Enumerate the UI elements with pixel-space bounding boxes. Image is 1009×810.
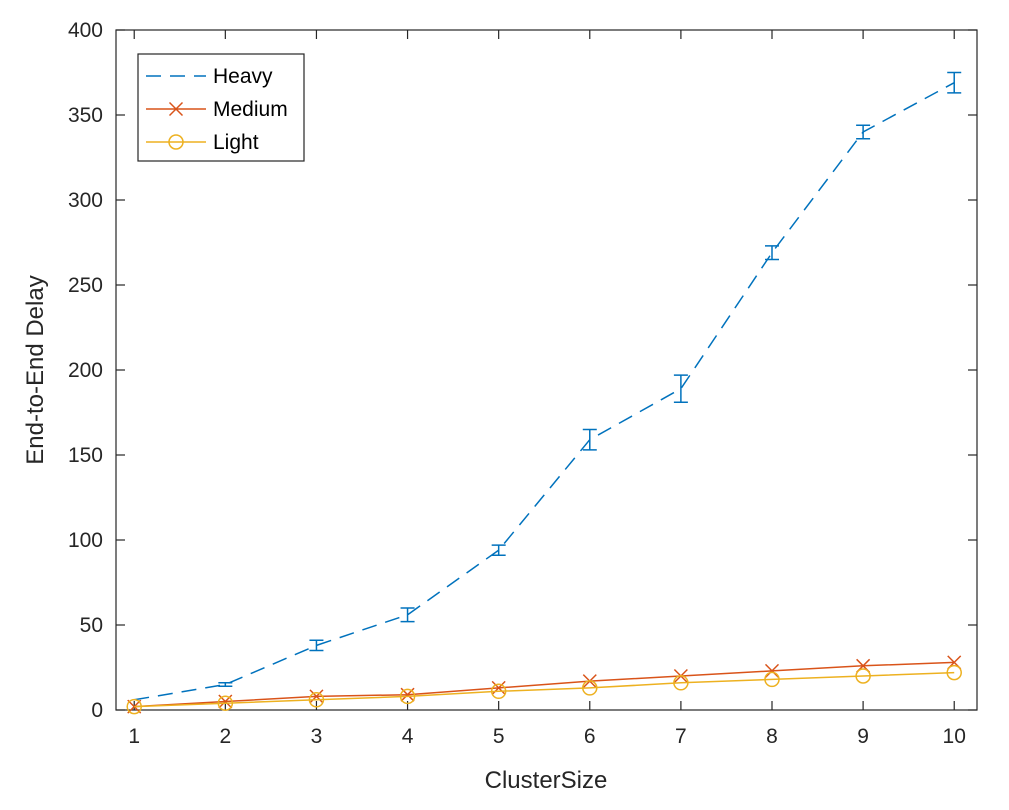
data-point-x-marker: [764, 663, 780, 678]
y-tick-label: 200: [68, 359, 103, 382]
error-bar: [673, 374, 688, 404]
x-axis-label: ClusterSize: [485, 767, 608, 794]
x-tick-label: 8: [766, 725, 778, 748]
y-tick-label: 300: [68, 189, 103, 212]
x-tick-label: 4: [402, 725, 414, 748]
y-tick-label: 250: [68, 274, 103, 297]
data-point-circle-marker: [308, 692, 325, 708]
data-point-circle-marker: [490, 683, 507, 700]
error-bar: [400, 607, 415, 623]
x-axis-ticks: 1 2 3 4 5 6 7 8 9 10: [128, 30, 966, 748]
data-point-circle-marker: [217, 695, 234, 711]
x-tick-label: 2: [219, 725, 231, 748]
data-point-circle-marker: [582, 680, 598, 696]
error-bar: [765, 245, 779, 261]
x-tick-label: 7: [675, 725, 687, 748]
y-axis-label: End-to-End Delay: [22, 275, 49, 464]
data-point-circle-marker: [764, 671, 780, 688]
x-tick-label: 9: [857, 725, 869, 748]
y-tick-label: 50: [80, 614, 103, 637]
error-bar: [309, 639, 324, 652]
series-layer: [126, 71, 962, 715]
x-tick-label: 10: [943, 725, 966, 748]
error-bar: [947, 71, 962, 94]
series-line: [134, 661, 955, 708]
data-point-circle-marker: [168, 134, 184, 150]
legend-label-light: Light: [213, 131, 259, 154]
series-line: [134, 671, 955, 708]
x-tick-label: 5: [493, 725, 505, 748]
error-bar: [856, 124, 871, 140]
legend-label-medium: Medium: [213, 98, 288, 121]
x-tick-label: 6: [584, 725, 596, 748]
y-tick-label: 100: [68, 529, 103, 552]
y-tick-label: 0: [91, 699, 103, 722]
legend: Heavy Medium Light: [137, 53, 305, 162]
series-line: [134, 82, 955, 701]
series-heavy: [134, 71, 962, 701]
y-tick-label: 350: [68, 104, 103, 127]
data-point-circle-marker: [946, 664, 962, 681]
data-point-circle-marker: [673, 675, 689, 691]
legend-box: [137, 53, 305, 162]
y-tick-label: 150: [68, 444, 103, 467]
data-point-x-marker: [127, 699, 142, 714]
data-point-x-marker: [168, 101, 184, 117]
series-light: [126, 664, 962, 715]
x-tick-label: 3: [311, 725, 323, 748]
x-tick-label: 1: [128, 725, 140, 748]
data-point-circle-marker: [126, 698, 142, 715]
y-tick-label: 400: [68, 19, 103, 42]
data-point-circle-marker: [855, 668, 871, 684]
data-point-circle-marker: [399, 688, 416, 705]
error-bar: [491, 544, 506, 557]
series-medium: [127, 655, 962, 714]
error-bar: [218, 682, 233, 687]
data-point-x-marker: [309, 689, 324, 704]
error-bar: [582, 428, 597, 451]
y-axis-ticks: 0 50 100 150 200 250 300 350 400: [68, 19, 977, 722]
legend-label-heavy: Heavy: [213, 65, 273, 88]
